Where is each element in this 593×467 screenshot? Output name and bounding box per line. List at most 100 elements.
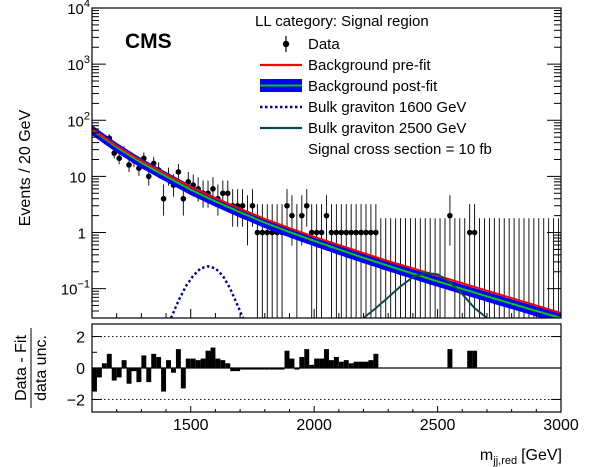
data-point	[368, 229, 374, 236]
ratio-y-label-numerator: Data - Fit	[13, 335, 30, 401]
data-point	[323, 212, 330, 219]
ratio-y-label-denominator: data unc.	[33, 335, 50, 401]
data-point	[160, 195, 167, 202]
data-point	[210, 186, 216, 192]
tick-exponent: 3	[84, 54, 90, 66]
data-point	[145, 173, 152, 180]
legend-label-graviton-1600: Bulk graviton 1600 GeV	[308, 99, 466, 116]
data-point	[313, 229, 320, 236]
data-point	[224, 190, 231, 197]
ratio-bar	[284, 350, 290, 368]
ratio-bar	[269, 368, 275, 370]
tick-exponent: −1	[77, 279, 90, 291]
data-point	[373, 229, 379, 236]
ratio-bar	[319, 358, 325, 368]
data-point	[338, 229, 345, 236]
ratio-bar	[116, 368, 122, 378]
data-point	[299, 212, 305, 219]
data-point	[303, 202, 310, 209]
ratio-bar	[126, 368, 132, 384]
ratio-bar	[368, 360, 374, 368]
ratio-bar	[111, 368, 117, 381]
ratio-bar	[353, 361, 359, 368]
ratio-bar	[185, 358, 191, 368]
ratio-x-tick-label: 3000	[543, 417, 579, 434]
legend-label-data: Data	[308, 36, 340, 53]
y-axis-label: Events / 20 GeV	[17, 109, 34, 226]
legend-label-cross-section: Signal cross section = 10 fb	[308, 141, 492, 158]
ratio-bar	[225, 363, 231, 368]
ratio-bar	[324, 349, 329, 368]
ratio-bar	[180, 368, 186, 389]
graviton-1600-curve	[169, 265, 245, 318]
data-point	[289, 212, 295, 219]
data-point	[284, 202, 290, 209]
data-point	[264, 229, 271, 236]
data-point	[126, 162, 132, 168]
data-point	[447, 212, 453, 219]
data-point	[343, 229, 350, 236]
ratio-bar	[309, 364, 315, 368]
ratio-bar	[358, 361, 364, 368]
main-x-axis	[91, 309, 562, 318]
ratio-bar	[170, 368, 176, 373]
ratio-bar	[151, 353, 157, 368]
ratio-bar	[161, 368, 167, 392]
ratio-bar	[92, 368, 97, 392]
ratio-bar	[314, 358, 320, 368]
main-plot-layer	[92, 125, 561, 318]
ratio-bar	[200, 358, 206, 368]
ratio-bar	[289, 358, 295, 368]
ratio-bar	[472, 350, 478, 368]
data-point	[328, 229, 335, 236]
ratio-y-tick-label: 2	[76, 330, 85, 347]
ratio-bar	[304, 349, 310, 368]
data-point	[363, 229, 369, 236]
ratio-bar	[333, 357, 339, 368]
ratio-bar	[141, 355, 147, 368]
data-point	[259, 229, 266, 236]
tick-exponent: 2	[84, 110, 90, 122]
ratio-bar	[348, 363, 354, 368]
data-point	[318, 229, 325, 236]
ratio-bar	[254, 368, 260, 370]
main-plot-frame	[91, 7, 562, 319]
legend-label-graviton-2500: Bulk graviton 2500 GeV	[308, 120, 466, 137]
ratio-y-axis-label: Data - Fit data unc.	[13, 328, 50, 408]
ratio-bar	[338, 361, 344, 368]
ratio-bar	[96, 368, 102, 378]
ratio-bar	[146, 368, 152, 383]
x-axis-label: mjj,red [GeV]	[480, 447, 562, 467]
ratio-bar	[279, 368, 285, 370]
ratio-x-axis: 1500 2000 2500 3000	[91, 406, 579, 434]
ratio-bar	[259, 368, 265, 370]
legend: Data Background pre-fit Background post-…	[260, 36, 492, 158]
ratio-bar	[240, 368, 246, 370]
legend-label-prefit: Background pre-fit	[308, 57, 431, 74]
ratio-panel: −2 0 2 1500 2000 2500 3000 Data - Fit data un…	[13, 323, 579, 467]
main-y-tick-label: 104	[67, 0, 90, 18]
main-clipped-group	[92, 125, 561, 318]
cms-logo: CMS	[125, 30, 172, 53]
ratio-bar	[131, 368, 137, 372]
ratio-x-tick-label: 2000	[296, 417, 332, 434]
ratio-bar	[363, 361, 369, 368]
legend-label-postfit: Background post-fit	[308, 78, 438, 95]
tick-base: 10	[67, 1, 84, 18]
ratio-bar	[274, 368, 280, 370]
ratio-x-tick-label: 2500	[420, 417, 456, 434]
ratio-y-axis: −2 0 2	[67, 330, 561, 409]
ratio-bar	[195, 360, 201, 368]
data-point	[239, 202, 246, 209]
ratio-bar	[156, 357, 162, 368]
ratio-y-tick-label: 0	[76, 361, 85, 378]
x-axis-label-unit: [GeV]	[521, 447, 562, 464]
graviton-2500-curve	[362, 271, 488, 318]
ratio-bar	[101, 363, 107, 368]
tick-base: 10	[67, 57, 84, 74]
ratio-bar	[121, 360, 127, 368]
ratio-y-tick-label: −2	[67, 392, 85, 409]
ratio-bar	[249, 368, 255, 370]
